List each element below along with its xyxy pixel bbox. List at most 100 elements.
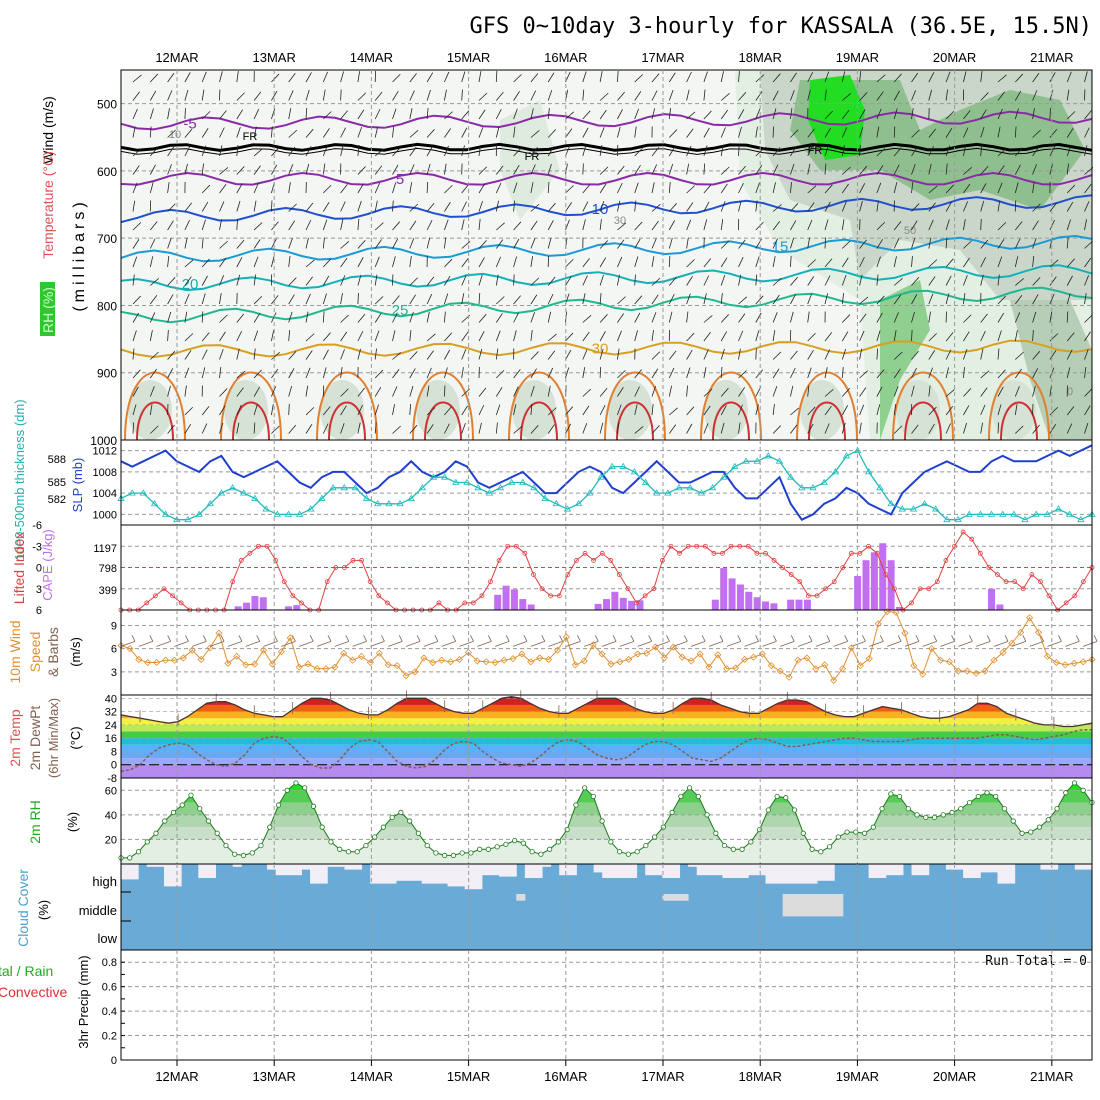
rh-point <box>503 841 509 847</box>
wind-barb <box>686 71 692 83</box>
wind-barb <box>547 237 552 249</box>
wind-barb <box>236 313 245 323</box>
cape-bar <box>603 599 610 610</box>
cloud-high-gap <box>662 864 672 878</box>
wind-barb <box>495 274 499 286</box>
wind-barb <box>980 71 983 83</box>
lifted-index-point <box>556 593 562 599</box>
wind-barb <box>426 350 434 360</box>
wind-barb <box>911 164 916 175</box>
wind-barb <box>1084 314 1093 323</box>
wind-barb <box>686 367 691 379</box>
wind-barb <box>807 276 815 286</box>
wind-barb <box>945 145 951 157</box>
wind-barb <box>755 348 757 360</box>
cloud-high-gap <box>129 864 139 880</box>
wind-barb <box>236 330 242 342</box>
wind10m-barb-flag <box>577 635 581 642</box>
wind-barb <box>703 71 708 83</box>
wind10m-barb-flag <box>1058 635 1062 642</box>
wind-barb <box>1049 202 1057 212</box>
wind-barb <box>945 275 952 286</box>
wind-barb <box>859 422 862 434</box>
wind-barb <box>738 126 742 138</box>
wind-barb <box>928 311 931 323</box>
lifted-index-point <box>651 586 657 592</box>
wind-barb <box>617 91 625 101</box>
thickness-point <box>128 489 136 496</box>
wind-barb <box>374 422 377 434</box>
wind-barb <box>392 90 399 101</box>
wind-barb <box>426 129 435 138</box>
thickness-point <box>1032 510 1040 517</box>
wind-barb <box>530 425 539 434</box>
rh-point <box>1019 830 1025 836</box>
temp-contour-label: 25 <box>392 302 409 319</box>
wind-barb <box>1032 277 1041 286</box>
cloud-high-gap <box>782 864 792 884</box>
wind-speed-point <box>651 643 660 651</box>
rh-point <box>398 809 404 816</box>
wind-barb <box>426 311 430 323</box>
wind-barb <box>167 350 176 360</box>
wind10m-barb <box>619 640 634 647</box>
lifted-index-point <box>960 529 966 535</box>
temp-contour-line <box>808 401 846 441</box>
temp-band <box>121 698 1092 705</box>
temp-contour-label: 30 <box>592 341 609 358</box>
wind-speed-point <box>215 629 223 637</box>
wind-barb <box>495 239 504 249</box>
rh-point <box>337 846 343 852</box>
rh-point <box>625 851 631 857</box>
wind-barb <box>703 219 708 231</box>
wind-barb <box>288 220 296 231</box>
wind-barb <box>703 184 712 194</box>
wind-barb <box>772 220 781 231</box>
wind-speed-point <box>144 658 152 667</box>
wind-barb <box>963 257 970 268</box>
rh-point <box>372 834 378 840</box>
wind-barb <box>184 146 191 157</box>
wind-barb <box>1066 332 1075 342</box>
cape-bar <box>510 589 518 610</box>
wind-barb <box>945 89 949 101</box>
wind-barb <box>841 127 848 138</box>
wind-barb <box>911 256 913 268</box>
wind-barb <box>1066 293 1071 305</box>
temp2m-panel: 2m Temp 2m DewPt (6hr Min/Max) (°C) -808… <box>7 690 1093 785</box>
rh-contour-label: 30 <box>614 215 626 227</box>
wind-barb <box>720 366 723 379</box>
wind-barb <box>201 367 206 379</box>
wind-barb <box>928 202 936 212</box>
wind-barb <box>582 405 590 416</box>
wind-barb <box>271 351 280 360</box>
wind-barb <box>236 404 242 416</box>
temp-contour-line <box>904 401 942 441</box>
wind-speed-point <box>643 649 651 657</box>
rh-point <box>643 842 649 849</box>
wind-barb <box>495 256 501 268</box>
wind-barb <box>980 257 987 268</box>
wind-barb <box>1049 276 1057 286</box>
wind-barb <box>893 126 896 138</box>
wind-barb <box>634 182 639 194</box>
wind-barb <box>790 385 794 397</box>
wind-barb <box>790 129 799 138</box>
wind-barb <box>461 127 468 138</box>
wind-barb <box>1032 203 1041 212</box>
wind-barb <box>149 330 153 342</box>
wind-barb <box>963 314 972 323</box>
wind-barb <box>253 369 262 379</box>
temp-contour-line <box>796 371 858 441</box>
wind-barb <box>132 369 141 379</box>
wind-barb <box>288 424 297 434</box>
wind-barb <box>374 274 378 286</box>
wind-barb <box>997 330 1002 342</box>
wind10m-barb-flag <box>185 635 189 642</box>
temp-contour-line <box>892 371 954 441</box>
wind-barb <box>392 108 397 120</box>
wind-barb <box>720 201 726 212</box>
wind-legend-label: Wind (m/s) <box>40 96 56 164</box>
wind-barb <box>271 90 278 101</box>
wind10m-barb-flag <box>666 635 670 642</box>
